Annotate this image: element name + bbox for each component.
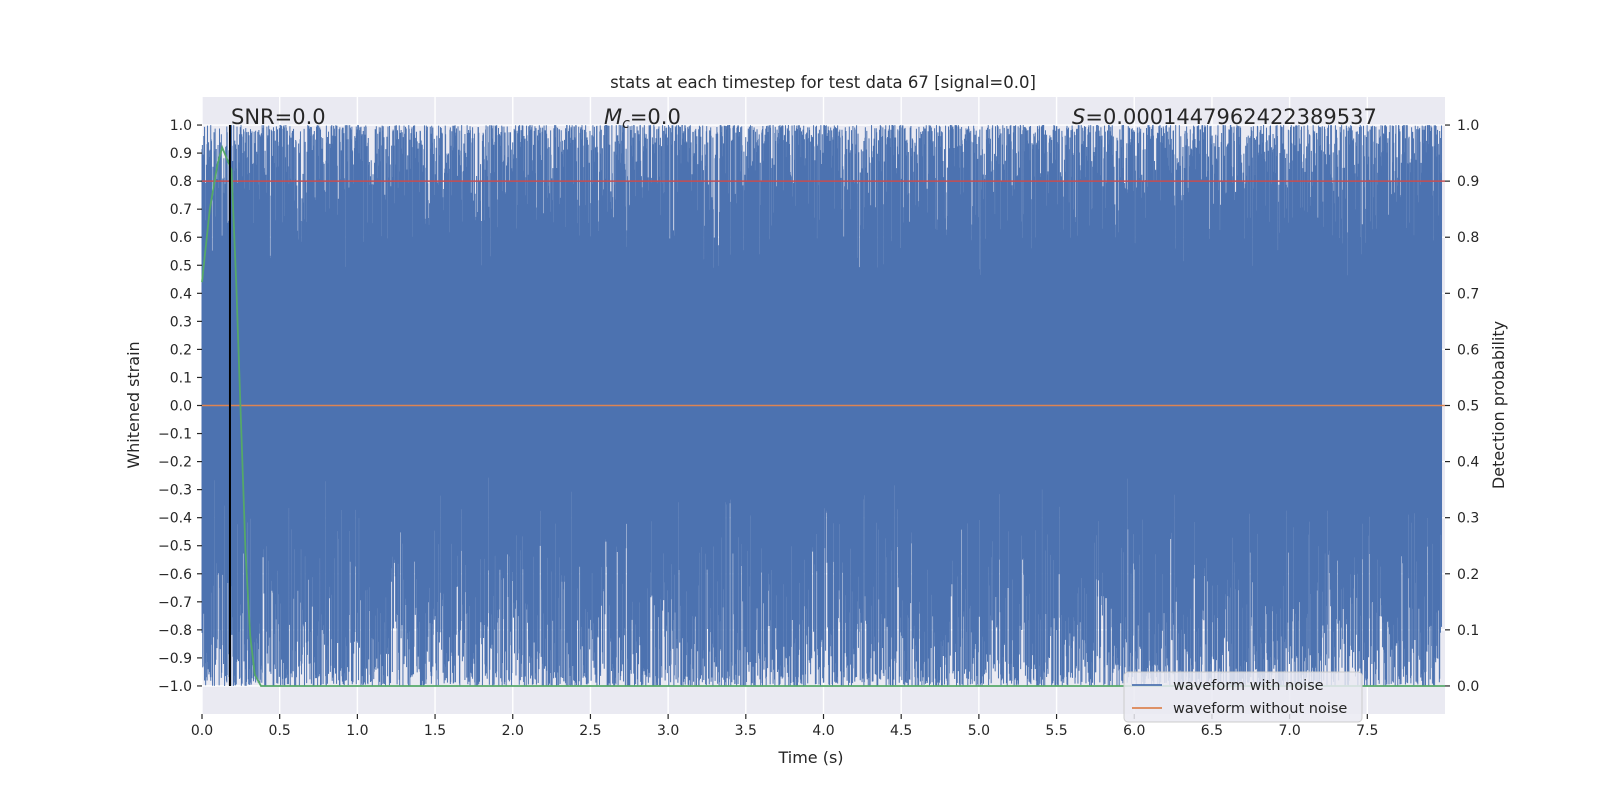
x-tick-label: 4.5 (890, 723, 912, 739)
y-left-tick-label: −0.4 (158, 511, 192, 527)
y-right-tick-label: 0.0 (1457, 679, 1479, 695)
y-left-tick-label: 0.0 (170, 399, 192, 415)
y-left-tick-label: 0.8 (170, 174, 192, 190)
mc-subscript: c (622, 116, 630, 132)
chart-title: stats at each timestep for test data 67 … (610, 73, 1036, 92)
y-right-axis-label: Detection probability (1489, 321, 1508, 489)
y-left-tick-label: −0.7 (158, 595, 192, 611)
y-right-axis-ticks: 1.0 0.9 0.8 0.7 0.6 0.5 0.4 0.3 0.2 0.1 0.0 (1445, 118, 1479, 695)
y-right-tick-label: 0.1 (1457, 623, 1479, 639)
x-tick-label: 0.5 (269, 723, 291, 739)
x-tick-label: 6.5 (1201, 723, 1223, 739)
y-left-tick-label: −0.6 (158, 567, 192, 583)
x-tick-label: 7.0 (1278, 723, 1300, 739)
y-left-tick-label: 0.4 (170, 286, 192, 302)
x-tick-label: 1.5 (424, 723, 446, 739)
noise-trace (201, 125, 1443, 686)
y-right-tick-label: 0.8 (1457, 230, 1479, 246)
snr-annotation: SNR=0.0 (231, 105, 326, 129)
x-tick-label: 0.0 (191, 723, 213, 739)
series-waveform-with-noise (201, 125, 1443, 686)
legend-label-noise: waveform with noise (1173, 678, 1324, 694)
x-tick-label: 2.0 (502, 723, 524, 739)
y-left-tick-label: −0.1 (158, 427, 192, 443)
y-left-tick-label: 0.9 (170, 146, 192, 162)
y-left-tick-label: 0.1 (170, 370, 192, 386)
y-left-tick-label: −0.3 (158, 483, 192, 499)
mc-value: =0.0 (630, 105, 681, 129)
y-right-tick-label: 1.0 (1457, 118, 1479, 134)
y-left-tick-label: −1.0 (158, 679, 192, 695)
chirp-mass-annotation: Mc=0.0 (604, 105, 681, 132)
y-right-tick-label: 0.3 (1457, 511, 1479, 527)
s-value: =0.0001447962422389537 (1085, 105, 1377, 129)
x-tick-label: 1.0 (346, 723, 368, 739)
x-tick-label: 7.5 (1356, 723, 1378, 739)
mc-symbol: M (604, 105, 622, 129)
x-tick-label: 6.0 (1123, 723, 1145, 739)
s-symbol: S (1072, 105, 1085, 129)
y-right-tick-label: 0.5 (1457, 399, 1479, 415)
y-left-tick-label: 1.0 (170, 118, 192, 134)
y-left-tick-label: 0.5 (170, 258, 192, 274)
y-left-axis-label: Whitened strain (124, 341, 143, 468)
series-detection-probability (201, 144, 1445, 687)
y-left-axis-ticks: 1.0 0.9 0.8 0.7 0.6 0.5 0.4 0.3 0.2 0.1 0.0 −0.1 −0.… (158, 118, 202, 695)
legend-box (1123, 671, 1363, 723)
s-annotation: S=0.0001447962422389537 (1072, 105, 1377, 129)
y-left-tick-label: 0.6 (170, 230, 192, 246)
y-right-tick-label: 0.2 (1457, 567, 1479, 583)
y-left-tick-label: −0.2 (158, 455, 192, 471)
y-left-tick-label: −0.9 (158, 651, 192, 667)
x-tick-label: 3.5 (735, 723, 757, 739)
legend: waveform with noise waveform without noi… (1123, 671, 1363, 723)
y-right-tick-label: 0.4 (1457, 455, 1479, 471)
legend-label-clean: waveform without noise (1173, 701, 1347, 717)
x-axis-ticks: 0.0 0.5 1.0 1.5 2.0 2.5 3.0 3.5 4.0 4.5 5.0 5.5 6.0 6… (191, 714, 1378, 739)
x-tick-label: 3.0 (657, 723, 679, 739)
x-axis-label: Time (s) (777, 748, 843, 767)
y-right-tick-label: 0.7 (1457, 286, 1479, 302)
y-right-tick-label: 0.9 (1457, 174, 1479, 190)
x-tick-label: 2.5 (579, 723, 601, 739)
y-right-tick-label: 0.6 (1457, 342, 1479, 358)
y-left-tick-label: −0.5 (158, 539, 192, 555)
y-left-tick-label: 0.3 (170, 314, 192, 330)
x-tick-label: 5.5 (1045, 723, 1067, 739)
y-left-tick-label: 0.2 (170, 342, 192, 358)
y-left-tick-label: −0.8 (158, 623, 192, 639)
y-left-tick-label: 0.7 (170, 202, 192, 218)
x-tick-label: 4.0 (812, 723, 834, 739)
x-tick-label: 5.0 (968, 723, 990, 739)
